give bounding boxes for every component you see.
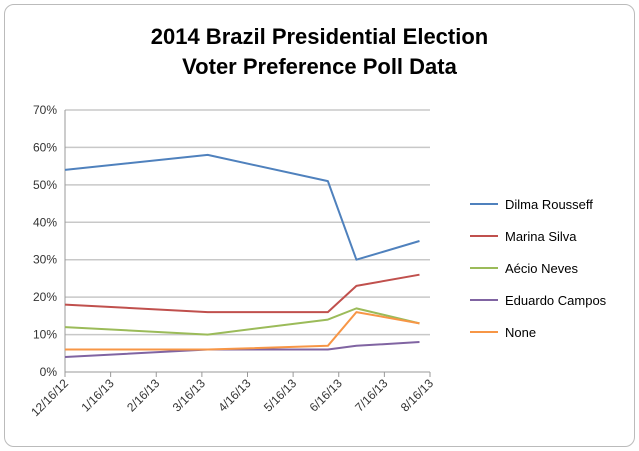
series-line-none (65, 311, 420, 351)
x-tick-label: 12/16/12 (28, 376, 71, 419)
x-tick-label: 8/16/13 (398, 376, 436, 414)
y-tick-label: 50% (33, 178, 57, 192)
series-line-marina-silva (64, 273, 420, 314)
x-tick-label: 1/16/13 (79, 376, 117, 414)
y-tick-label: 20% (33, 290, 57, 304)
y-tick-label: 60% (33, 140, 57, 154)
legend-label: Eduardo Campos (505, 293, 607, 308)
y-tick-label: 30% (33, 253, 57, 267)
x-tick-label: 2/16/13 (124, 376, 162, 414)
x-tick-label: 6/16/13 (307, 376, 345, 414)
x-tick-label: 4/16/13 (215, 376, 253, 414)
chart-subtitle: Voter Preference Poll Data (182, 54, 457, 79)
legend-label: None (505, 325, 536, 340)
legend-label: Aécio Neves (505, 261, 578, 276)
chart-title-line1: 2014 Brazil Presidential Election (150, 24, 489, 49)
series-line-dilma-rousseff (64, 153, 420, 261)
legend-label: Marina Silva (505, 229, 577, 244)
y-tick-label: 40% (33, 215, 57, 229)
chart-title: 2014 Brazil Presidential Election Voter … (0, 22, 639, 82)
y-tick-label: 10% (33, 328, 57, 342)
x-tick-label: 5/16/13 (261, 376, 299, 414)
series-line-a-cio-neves (64, 307, 420, 336)
chart-frame (4, 4, 635, 447)
x-tick-label: 3/16/13 (170, 376, 208, 414)
y-tick-label: 0% (40, 365, 58, 379)
y-tick-label: 70% (33, 103, 57, 117)
series-line-eduardo-campos (64, 341, 420, 359)
legend-label: Dilma Rousseff (505, 197, 593, 212)
x-tick-label: 7/16/13 (352, 376, 390, 414)
